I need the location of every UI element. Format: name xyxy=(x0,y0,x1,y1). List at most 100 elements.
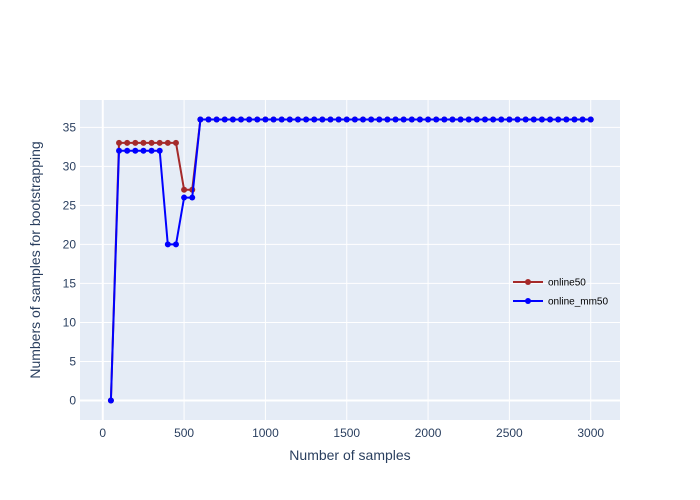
data-point xyxy=(164,241,171,248)
data-point xyxy=(530,116,537,123)
y-tick-label: 20 xyxy=(63,237,77,251)
y-tick-label: 25 xyxy=(63,198,77,212)
data-point xyxy=(116,139,123,146)
data-point xyxy=(457,116,464,123)
data-point xyxy=(506,116,513,123)
y-tick-label: 5 xyxy=(69,354,76,368)
series-layer xyxy=(107,116,594,404)
data-point xyxy=(490,116,497,123)
y-tick-label: 0 xyxy=(69,393,76,407)
data-point xyxy=(555,116,562,123)
data-point xyxy=(400,116,407,123)
data-point xyxy=(368,116,375,123)
data-point xyxy=(441,116,448,123)
data-point xyxy=(181,186,188,193)
data-point xyxy=(278,116,285,123)
data-point xyxy=(587,116,594,123)
data-point xyxy=(156,147,163,154)
data-point xyxy=(538,116,545,123)
data-point xyxy=(514,116,521,123)
data-point xyxy=(294,116,301,123)
data-point xyxy=(384,116,391,123)
data-point xyxy=(473,116,480,123)
data-point xyxy=(116,147,123,154)
data-point xyxy=(571,116,578,123)
y-tick-label: 30 xyxy=(63,159,77,173)
data-point xyxy=(425,116,432,123)
data-point xyxy=(408,116,415,123)
x-tick-label: 3000 xyxy=(577,426,604,440)
series-online_mm50 xyxy=(107,116,594,404)
data-point xyxy=(262,116,269,123)
data-point xyxy=(482,116,488,123)
x-tick-label: 0 xyxy=(99,426,106,440)
data-point xyxy=(140,147,147,154)
data-point xyxy=(433,116,440,123)
x-axis-title: Number of samples xyxy=(289,447,410,463)
data-point xyxy=(327,116,334,123)
data-point xyxy=(238,116,245,123)
data-point xyxy=(124,139,131,146)
data-point xyxy=(197,116,204,123)
y-axis-title: Numbers of samples for bootstrapping xyxy=(27,141,43,378)
legend-label: online50 xyxy=(548,278,586,289)
x-tick-label: 1500 xyxy=(333,426,360,440)
legend-item[interactable]: online50 xyxy=(513,278,586,289)
data-point xyxy=(465,116,472,123)
y-tick-label: 15 xyxy=(63,276,77,290)
data-point xyxy=(229,116,236,123)
data-point xyxy=(303,116,310,123)
legend-label: online_mm50 xyxy=(548,297,608,308)
data-point xyxy=(205,116,212,123)
data-point xyxy=(132,139,139,146)
data-point xyxy=(579,116,586,123)
data-point xyxy=(189,194,196,201)
x-axis-ticks: 0 500 1000 1500 2000 2500 3000 xyxy=(99,426,604,440)
x-tick-label: 2500 xyxy=(496,426,523,440)
data-point xyxy=(416,116,423,123)
data-point xyxy=(213,116,220,123)
legend: online50 online_mm50 xyxy=(513,278,608,308)
data-point xyxy=(376,116,383,123)
data-point xyxy=(181,194,188,201)
data-point xyxy=(132,147,139,154)
legend-item[interactable]: online_mm50 xyxy=(513,297,608,308)
data-point xyxy=(172,241,179,248)
data-point xyxy=(522,116,529,123)
data-point xyxy=(172,139,179,146)
x-tick-label: 500 xyxy=(174,426,194,440)
data-point xyxy=(498,116,505,123)
data-point xyxy=(148,139,155,146)
data-point xyxy=(449,116,456,123)
data-point xyxy=(319,116,326,123)
data-point xyxy=(124,147,131,154)
data-point xyxy=(547,116,554,123)
plot-background xyxy=(80,100,620,420)
data-point xyxy=(246,116,253,123)
data-point xyxy=(563,116,570,123)
data-point xyxy=(392,116,399,123)
legend-swatch-marker xyxy=(525,279,531,285)
y-axis-ticks: 0 5 10 15 20 25 30 35 xyxy=(63,120,77,407)
data-point xyxy=(164,139,171,146)
data-point xyxy=(148,147,155,154)
y-tick-label: 10 xyxy=(63,315,77,329)
data-point xyxy=(286,116,293,123)
data-point xyxy=(311,116,318,123)
x-tick-label: 2000 xyxy=(415,426,442,440)
data-point xyxy=(360,116,367,123)
data-point xyxy=(254,116,261,123)
data-point xyxy=(221,116,228,123)
data-point xyxy=(270,116,277,123)
data-point xyxy=(107,397,114,404)
y-tick-label: 35 xyxy=(63,120,77,134)
data-point xyxy=(351,116,358,123)
data-point xyxy=(140,139,147,146)
data-point xyxy=(343,116,350,123)
grid xyxy=(80,100,620,420)
data-point xyxy=(335,116,342,123)
legend-swatch-marker xyxy=(525,298,531,304)
x-tick-label: 1000 xyxy=(252,426,279,440)
data-point xyxy=(156,139,163,146)
